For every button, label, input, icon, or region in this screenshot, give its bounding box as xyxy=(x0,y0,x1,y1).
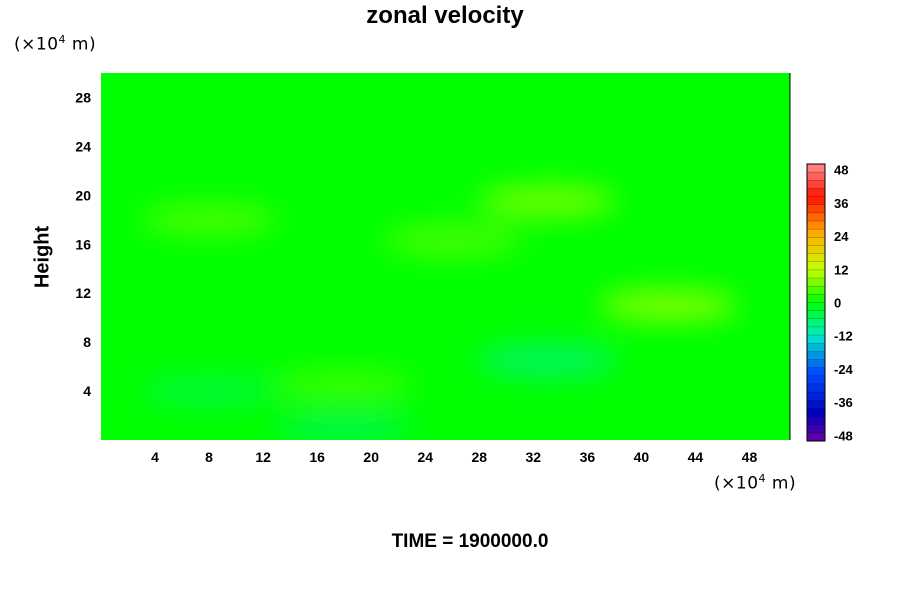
colorbar-level xyxy=(807,383,825,393)
colorbar-level xyxy=(807,164,825,173)
colorbar-tick-label: 48 xyxy=(834,163,848,178)
colorbar-level xyxy=(807,326,825,336)
colorbar-level xyxy=(807,204,825,214)
x-tick-label: 8 xyxy=(205,449,213,465)
x-tick-label: 24 xyxy=(417,449,433,465)
x-tick-label: 28 xyxy=(471,449,487,465)
colorbar-level xyxy=(807,416,825,426)
field-feature xyxy=(476,185,617,218)
y-tick-label: 24 xyxy=(75,138,91,154)
x-tick-label: 36 xyxy=(580,449,596,465)
field-features xyxy=(139,185,739,440)
y-tick-label: 12 xyxy=(75,285,91,301)
colorbar-level xyxy=(807,392,825,401)
colorbar-level xyxy=(807,196,825,206)
chart-title: zonal velocity xyxy=(366,2,524,29)
y-unit-suffix: m) xyxy=(66,34,97,55)
colorbar-level xyxy=(807,310,825,320)
x-tick-label: 12 xyxy=(255,449,271,465)
colorbar-frame xyxy=(806,163,826,442)
colorbar-level xyxy=(807,302,825,312)
colorbar-tick-label: 24 xyxy=(834,229,849,244)
colorbar-level xyxy=(807,294,825,303)
y-tick-label: 4 xyxy=(83,383,91,399)
x-unit-prefix: (×10 xyxy=(714,473,759,494)
colorbar-level xyxy=(807,253,825,263)
colorbar-level xyxy=(807,359,825,369)
y-unit-exponent: 4 xyxy=(58,33,67,46)
colorbar-level xyxy=(807,221,825,230)
time-label: TIME = 1900000.0 xyxy=(391,531,549,552)
colorbar-level xyxy=(807,408,825,417)
colorbar-level xyxy=(807,269,825,279)
colorbar-level xyxy=(807,261,825,271)
y-tick-label: 8 xyxy=(83,334,91,350)
colorbar-level xyxy=(807,172,825,181)
x-unit-suffix: m) xyxy=(766,473,797,494)
field-feature xyxy=(274,368,415,401)
colorbar-tick-label: -12 xyxy=(834,329,853,344)
colorbar-level xyxy=(807,180,825,189)
colorbar-level xyxy=(807,188,825,197)
colorbar-level xyxy=(807,351,825,360)
colorbar-level xyxy=(807,318,825,328)
colorbar-level xyxy=(807,229,825,238)
field-feature xyxy=(476,344,617,377)
x-tick-label: 40 xyxy=(634,449,650,465)
colorbar-level xyxy=(807,424,825,434)
colorbar-tick-label: -36 xyxy=(834,395,853,410)
x-unit-label: (×104 m) xyxy=(714,472,796,494)
colorbar-level xyxy=(807,245,825,255)
colorbar-level xyxy=(807,212,825,222)
y-tick-label: 16 xyxy=(75,236,91,252)
colorbar-tick-label: -48 xyxy=(834,428,853,443)
field-feature xyxy=(274,411,415,440)
colorbar-level xyxy=(807,367,825,377)
y-unit-prefix: (×10 xyxy=(14,34,59,55)
x-unit-exponent: 4 xyxy=(758,472,767,485)
y-tick-label: 28 xyxy=(75,89,91,105)
x-tick-label: 20 xyxy=(363,449,379,465)
colorbar-tick-label: -24 xyxy=(834,362,854,377)
colorbar-level xyxy=(807,343,825,352)
colorbar-level xyxy=(807,237,825,246)
colorbar-level xyxy=(807,335,825,344)
colorbar: 48 36 24 12 0 -12 -24 -36 -48 xyxy=(806,163,854,443)
colorbar-level xyxy=(807,286,825,295)
plot-area xyxy=(101,73,790,440)
x-tick-label: 32 xyxy=(526,449,542,465)
y-tick-label: 20 xyxy=(75,187,91,203)
colorbar-tick-label: 0 xyxy=(834,296,841,311)
x-tick-label: 16 xyxy=(309,449,325,465)
colorbar-level xyxy=(807,278,825,287)
colorbar-level xyxy=(807,375,825,385)
x-tick-label: 4 xyxy=(151,449,159,465)
colorbar-tick-label: 36 xyxy=(834,196,848,211)
colorbar-level xyxy=(807,400,825,409)
x-tick-label: 44 xyxy=(688,449,704,465)
field-feature xyxy=(139,203,280,236)
y-unit-label: (×104 m) xyxy=(14,33,96,55)
colorbar-level xyxy=(807,432,825,442)
field-feature xyxy=(139,375,280,408)
field-feature xyxy=(382,224,523,257)
field-feature xyxy=(598,289,739,322)
x-tick-label: 48 xyxy=(742,449,758,465)
colorbar-tick-label: 12 xyxy=(834,262,848,277)
